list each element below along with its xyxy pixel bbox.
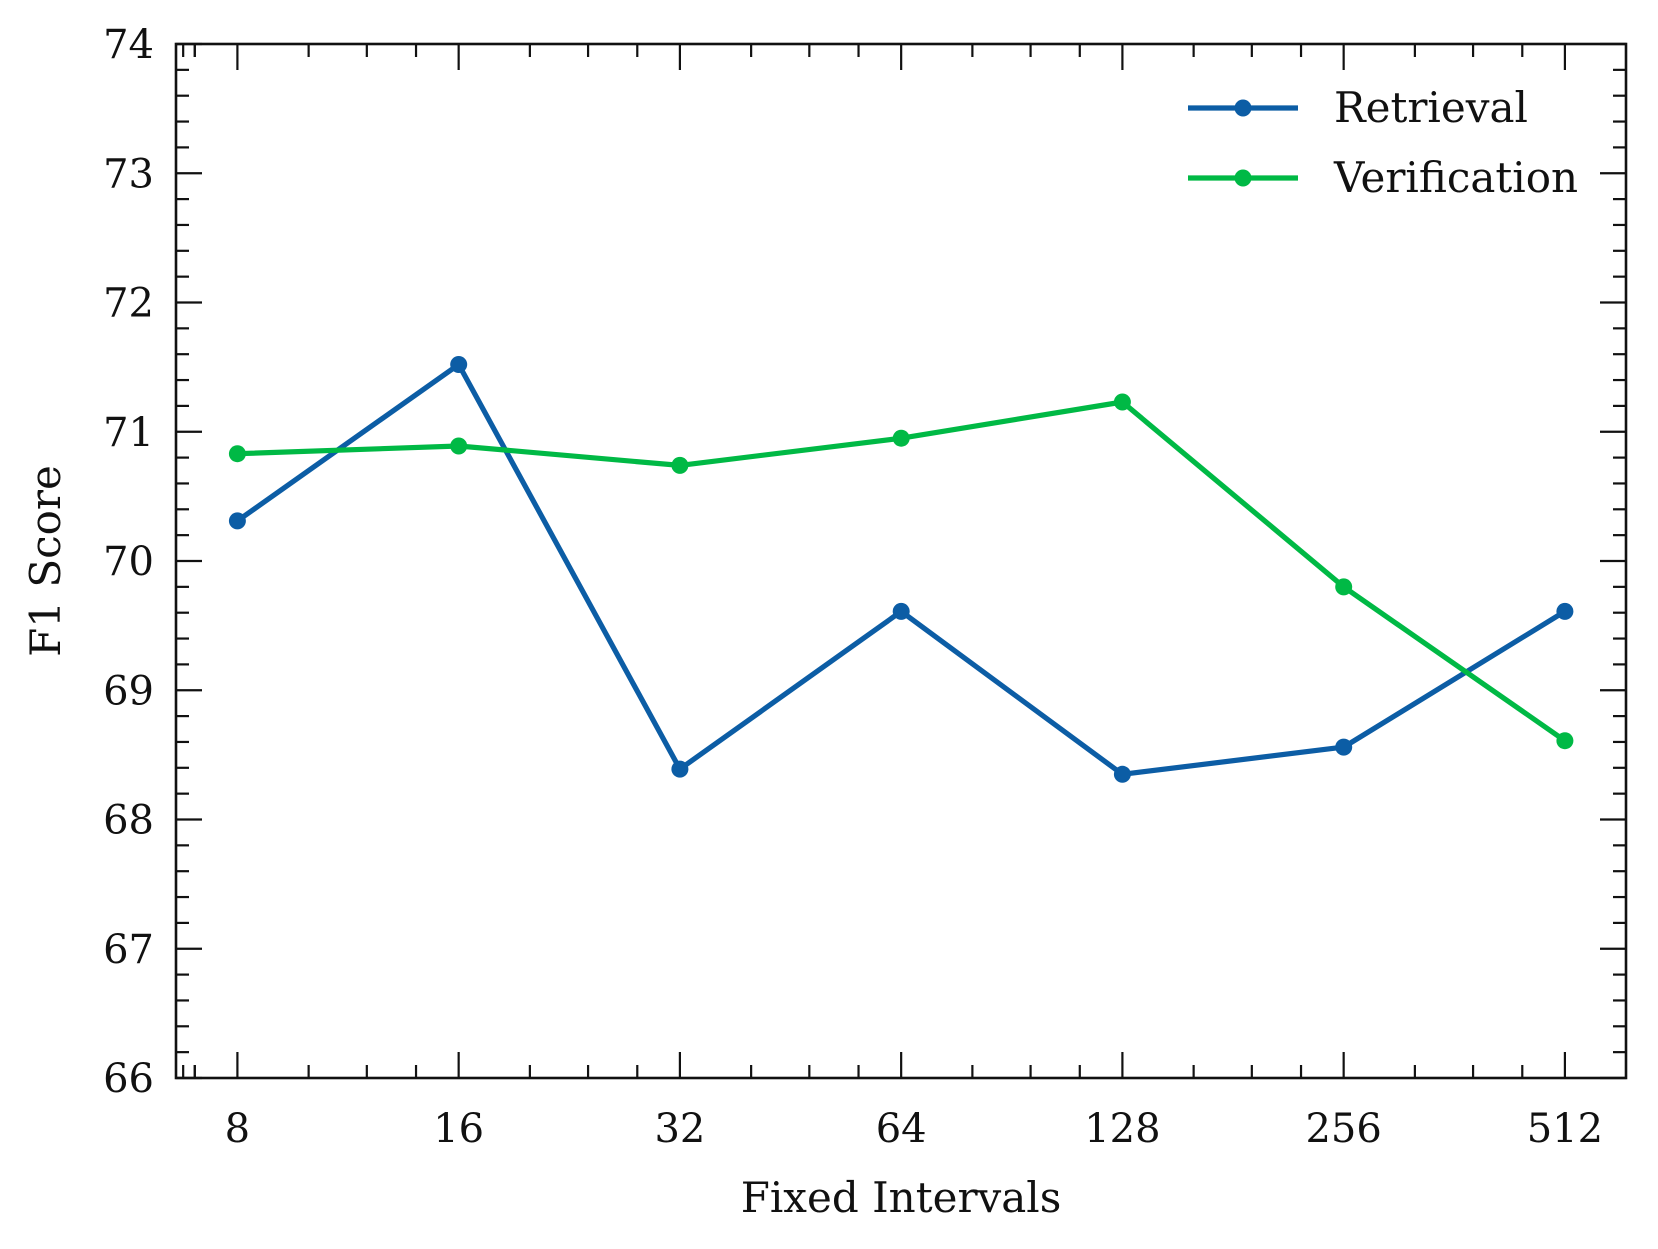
data-point-retrieval [228,512,246,530]
data-point-verification [1335,578,1353,596]
y-tick-label: 71 [103,410,154,456]
series-line-retrieval [235,361,1567,777]
axis-ticks [176,42,1626,1080]
x-tick-label: 16 [433,1106,484,1152]
data-point-retrieval [1335,738,1353,756]
legend-marker-verification [1234,169,1252,187]
y-tick-label: 67 [103,927,154,973]
data-point-verification [228,445,246,463]
legend-marker-retrieval [1234,99,1252,117]
data-point-verification [1556,732,1574,750]
x-axis-title: Fixed Intervals [741,1173,1062,1222]
y-tick-label: 68 [103,798,154,844]
data-point-retrieval [1556,602,1574,620]
x-tick-labels: 8 16 32 64 128 256 512 [225,1106,1603,1152]
y-tick-labels: 66 67 68 69 70 71 72 73 74 [103,22,154,1102]
y-axis-title: F1 Score [21,465,70,657]
legend-label-retrieval: Retrieval [1334,83,1528,132]
series-lines [235,361,1567,777]
data-point-retrieval [1113,765,1131,783]
y-tick-label: 72 [103,281,154,327]
data-point-retrieval [892,602,910,620]
x-tick-label: 32 [654,1106,705,1152]
data-point-verification [450,437,468,455]
x-tick-label: 64 [876,1106,927,1152]
x-tick-label: 8 [225,1106,250,1152]
legend-label-verification: Verification [1333,153,1578,202]
data-point-retrieval [671,760,689,778]
y-tick-label: 74 [103,22,154,68]
data-point-verification [671,456,689,474]
y-tick-label: 73 [103,151,154,197]
plot-frame [174,42,1628,1080]
series-line-verification [237,399,1567,743]
legend: Retrieval Verification [1188,83,1578,202]
x-tick-label: 256 [1305,1106,1381,1152]
y-tick-label: 70 [103,539,154,585]
data-point-verification [892,429,910,447]
data-point-retrieval [450,356,468,373]
x-tick-label: 512 [1527,1106,1603,1152]
data-point-verification [1113,393,1131,411]
y-tick-label: 66 [103,1056,154,1102]
series-markers [228,356,1574,783]
y-tick-label: 69 [103,668,154,714]
x-tick-label: 128 [1084,1106,1160,1152]
